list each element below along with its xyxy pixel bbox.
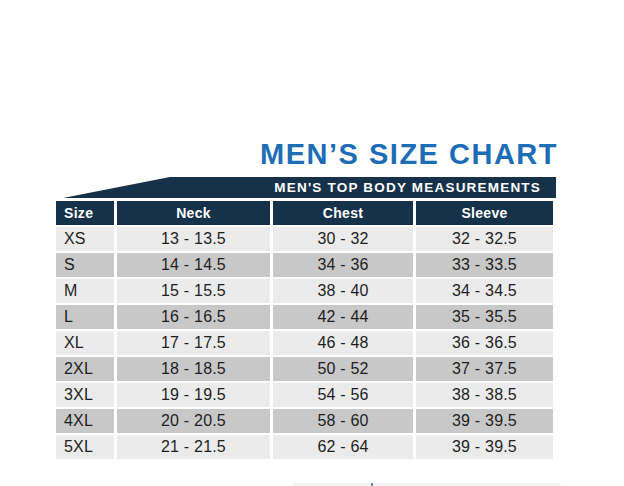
sleeve-cell: 38 - 38.5: [416, 383, 553, 407]
neck-cell: 20 - 20.5: [117, 409, 270, 433]
chest-cell: 38 - 40: [273, 279, 413, 303]
header-row: Size Neck Chest Sleeve: [56, 201, 553, 225]
size-cell: M: [56, 279, 114, 303]
sleeve-cell: 39 - 39.5: [416, 435, 553, 459]
size-cell: 2XL: [56, 357, 114, 381]
column-header-neck: Neck: [117, 201, 270, 225]
size-table: Size Neck Chest Sleeve XS 13 - 13.5 30 -…: [53, 199, 556, 461]
table-row-xl: XL 17 - 17.5 46 - 48 36 - 36.5: [56, 331, 553, 355]
size-cell: 4XL: [56, 409, 114, 433]
sleeve-cell: 34 - 34.5: [416, 279, 553, 303]
chest-cell: 62 - 64: [273, 435, 413, 459]
column-header-sleeve: Sleeve: [416, 201, 553, 225]
size-cell: 3XL: [56, 383, 114, 407]
table-row-l: L 16 - 16.5 42 - 44 35 - 35.5: [56, 305, 553, 329]
table-row-xs: XS 13 - 13.5 30 - 32 32 - 32.5: [56, 227, 553, 251]
sleeve-cell: 37 - 37.5: [416, 357, 553, 381]
size-cell: L: [56, 305, 114, 329]
neck-cell: 13 - 13.5: [117, 227, 270, 251]
sleeve-cell: 32 - 32.5: [416, 227, 553, 251]
chest-cell: 42 - 44: [273, 305, 413, 329]
size-cell: XL: [56, 331, 114, 355]
table-row-s: S 14 - 14.5 34 - 36 33 - 33.5: [56, 253, 553, 277]
chest-cell: 58 - 60: [273, 409, 413, 433]
chest-cell: 30 - 32: [273, 227, 413, 251]
neck-cell: 14 - 14.5: [117, 253, 270, 277]
table-row-3xl: 3XL 19 - 19.5 54 - 56 38 - 38.5: [56, 383, 553, 407]
sleeve-cell: 36 - 36.5: [416, 331, 553, 355]
neck-cell: 15 - 15.5: [117, 279, 270, 303]
neck-cell: 18 - 18.5: [117, 357, 270, 381]
neck-cell: 17 - 17.5: [117, 331, 270, 355]
sleeve-cell: 35 - 35.5: [416, 305, 553, 329]
table-row-m: M 15 - 15.5 38 - 40 34 - 34.5: [56, 279, 553, 303]
sleeve-cell: 39 - 39.5: [416, 409, 553, 433]
table-banner: MEN'S TOP BODY MEASUREMENTS: [63, 177, 556, 198]
sleeve-cell: 33 - 33.5: [416, 253, 553, 277]
table-row-4xl: 4XL 20 - 20.5 58 - 60 39 - 39.5: [56, 409, 553, 433]
neck-cell: 16 - 16.5: [117, 305, 270, 329]
table-row-5xl: 5XL 21 - 21.5 62 - 64 39 - 39.5: [56, 435, 553, 459]
chest-cell: 34 - 36: [273, 253, 413, 277]
page-title: MEN’S SIZE CHART: [0, 138, 558, 171]
size-cell: S: [56, 253, 114, 277]
size-cell: XS: [56, 227, 114, 251]
neck-cell: 21 - 21.5: [117, 435, 270, 459]
size-cell: 5XL: [56, 435, 114, 459]
column-header-chest: Chest: [273, 201, 413, 225]
chest-cell: 50 - 52: [273, 357, 413, 381]
column-header-size: Size: [56, 201, 114, 225]
chest-cell: 54 - 56: [273, 383, 413, 407]
chest-cell: 46 - 48: [273, 331, 413, 355]
neck-cell: 19 - 19.5: [117, 383, 270, 407]
size-chart-page: MEN’S SIZE CHART MEN'S TOP BODY MEASUREM…: [0, 0, 624, 486]
table-row-2xl: 2XL 18 - 18.5 50 - 52 37 - 37.5: [56, 357, 553, 381]
